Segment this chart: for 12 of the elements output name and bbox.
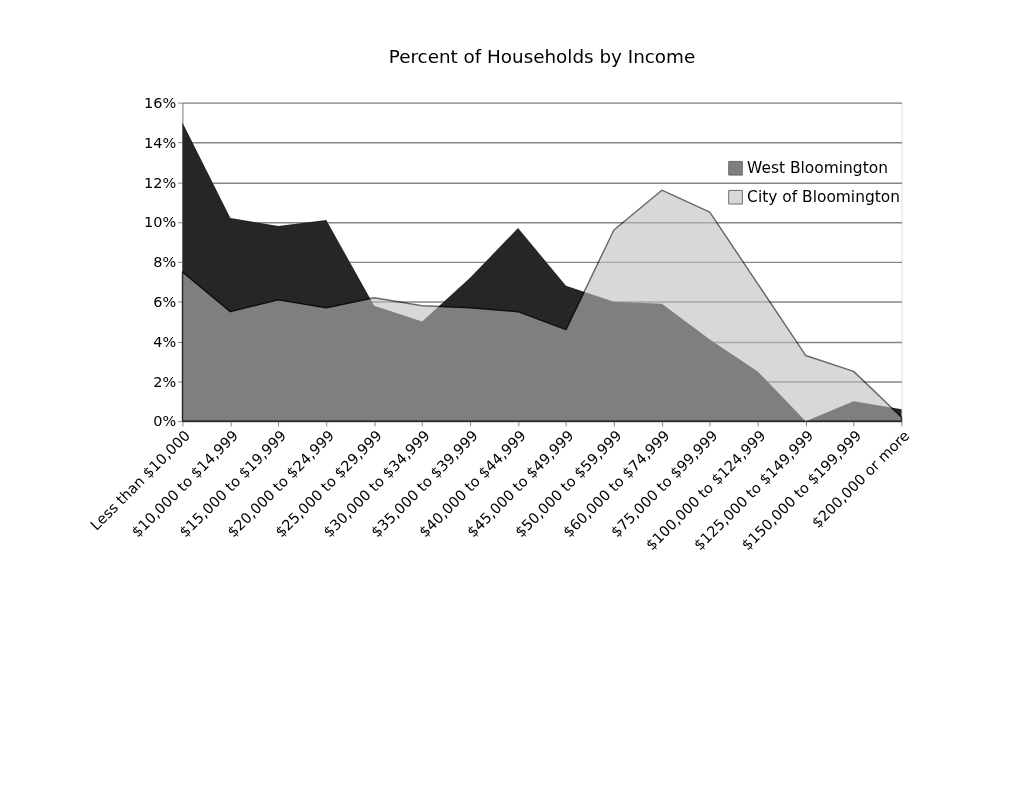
legend-label: West Bloomington bbox=[747, 159, 888, 178]
y-tick-label: 6% bbox=[153, 294, 177, 311]
y-tick-label: 14% bbox=[143, 134, 177, 151]
y-tick-label: 4% bbox=[153, 333, 177, 350]
legend-label: City of Bloomington bbox=[747, 188, 901, 207]
chart-title: Percent of Households by Income bbox=[388, 46, 696, 68]
y-tick-label: 12% bbox=[143, 174, 177, 191]
y-tick-label: 2% bbox=[153, 373, 177, 390]
y-tick-label: 16% bbox=[143, 94, 177, 111]
y-tick-label: 0% bbox=[153, 413, 177, 430]
y-tick-label: 8% bbox=[153, 254, 177, 271]
y-tick-label: 10% bbox=[143, 214, 177, 231]
